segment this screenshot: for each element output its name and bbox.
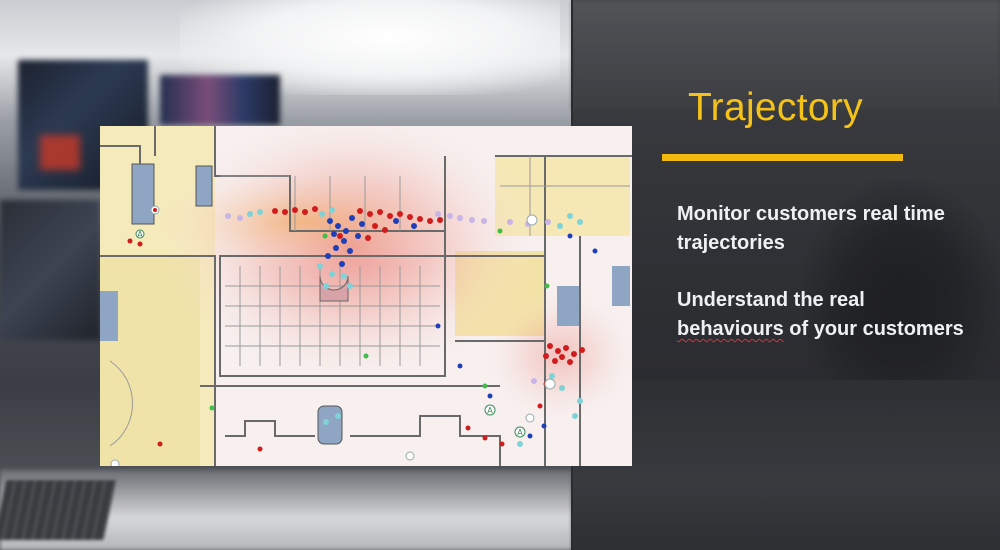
trajectory-dots: A A A <box>110 205 598 466</box>
map-marker: A <box>517 428 523 437</box>
bullet-2-text-before: Understand the real <box>677 289 865 311</box>
bullet-1: Monitor customers real time trajectories <box>677 203 945 254</box>
title-underline <box>662 154 903 161</box>
keyboard <box>0 480 117 540</box>
spellcheck-underlined-word: behaviours <box>677 318 784 340</box>
ceiling <box>572 0 1000 110</box>
map-marker: A <box>487 406 493 415</box>
control-room-right <box>572 0 1000 550</box>
operators <box>802 180 1000 380</box>
wall-screen <box>0 200 100 340</box>
wall-screen-red <box>40 135 80 170</box>
bullet-list: Monitor customers real time trajectories… <box>677 200 977 372</box>
text-overlay <box>573 0 1000 550</box>
slide-title: Trajectory <box>688 86 863 129</box>
wall-screen <box>160 75 280 125</box>
bullet-2-text-after: of your customers <box>783 318 964 340</box>
floor-plan-svg: A A A <box>100 126 632 466</box>
floor <box>572 380 1000 550</box>
map-marker: A <box>137 230 143 239</box>
bullet-2: Understand the real behaviours of your c… <box>677 286 977 344</box>
trajectory-floor-map: A A A <box>100 126 632 466</box>
